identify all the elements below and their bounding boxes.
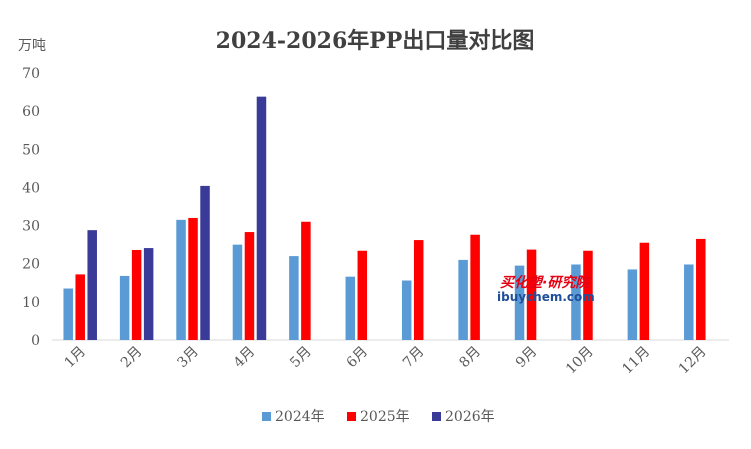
watermark-line2: ibuychem.com [497, 290, 595, 304]
x-tick-label: 8月 [456, 344, 484, 372]
bar-1-2 [119, 275, 130, 340]
x-tick-label: 9月 [513, 344, 541, 372]
x-tick-label: 12月 [676, 344, 710, 378]
bar-1-1 [63, 288, 73, 340]
bar-2-1 [75, 274, 85, 340]
bar-2-6 [357, 250, 368, 340]
bar-1-4 [232, 244, 243, 340]
legend-label: 2026年 [445, 409, 495, 425]
x-tick-label: 11月 [619, 344, 653, 378]
bar-3-1 [87, 230, 97, 340]
bar-2-11 [639, 242, 650, 340]
bar-2-10 [583, 250, 593, 340]
bar-1-6 [345, 276, 356, 340]
y-tick-label: 70 [22, 66, 40, 82]
y-axis-unit: 万吨 [18, 38, 46, 54]
y-tick-label: 0 [31, 333, 40, 349]
y-tick-label: 60 [22, 104, 40, 120]
bar-1-12 [684, 264, 694, 340]
bar-1-5 [289, 256, 299, 340]
x-axis-ticks: 1月 2月 3月 4月 5月 6月 7月 8月 9月 10月 11月 12月 [62, 344, 710, 378]
y-tick-label: 40 [22, 180, 40, 196]
y-tick-label: 20 [22, 257, 40, 273]
bar-2-7 [413, 240, 424, 340]
legend-swatch [432, 412, 441, 421]
y-tick-label: 10 [22, 295, 40, 311]
legend-label: 2024年 [275, 409, 325, 425]
x-tick-label: 2月 [118, 344, 146, 372]
bar-1-11 [627, 269, 638, 340]
bars [63, 96, 706, 341]
bar-1-9 [514, 265, 525, 340]
bar-2-12 [696, 238, 706, 340]
bar-2-4 [244, 232, 255, 340]
x-tick-label: 10月 [563, 344, 597, 378]
watermark: 买化塑·研究院 ibuychem.com [497, 274, 595, 304]
bar-3-4 [256, 96, 267, 341]
bar-1-8 [458, 259, 468, 340]
x-tick-label: 1月 [62, 344, 90, 372]
bar-2-8 [470, 234, 480, 340]
bar-2-9 [526, 249, 537, 340]
y-tick-label: 50 [22, 142, 40, 158]
watermark-line1: 买化塑·研究院 [500, 274, 592, 291]
bar-1-10 [571, 264, 581, 340]
bar-3-3 [200, 185, 210, 340]
x-tick-label: 5月 [287, 344, 315, 372]
bar-3-2 [143, 248, 154, 340]
chart-title: 2024-2026年PP出口量对比图 [216, 28, 535, 54]
bar-2-5 [301, 221, 311, 340]
y-axis-ticks: 0 10 20 30 40 50 60 70 [22, 66, 40, 349]
legend-swatch [347, 412, 356, 421]
bar-1-7 [401, 280, 412, 340]
x-tick-label: 7月 [400, 344, 428, 372]
bar-2-3 [188, 217, 198, 340]
legend-swatch [262, 412, 271, 421]
legend: 2024年 2025年 2026年 [262, 409, 495, 425]
x-tick-label: 4月 [231, 344, 259, 372]
bar-1-3 [176, 219, 186, 340]
legend-label: 2025年 [360, 409, 410, 425]
y-tick-label: 30 [22, 219, 40, 235]
x-tick-label: 6月 [344, 344, 372, 372]
x-tick-label: 3月 [174, 344, 202, 372]
bar-2-2 [131, 249, 142, 340]
